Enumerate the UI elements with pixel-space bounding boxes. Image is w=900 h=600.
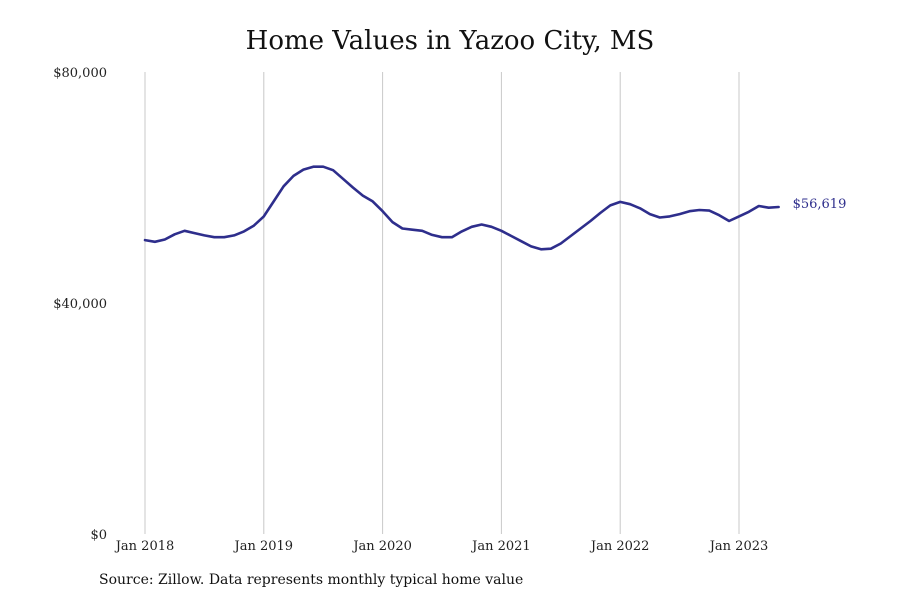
y-tick-label: $40,000 [53, 297, 107, 312]
x-tick-label: Jan 2023 [708, 539, 769, 554]
x-axis-ticks: Jan 2018 Jan 2019 Jan 2020 Jan 2021 Jan 2022… [114, 539, 769, 554]
gridlines [144, 72, 740, 534]
y-axis-ticks: $0 $40,000 $80,000 [53, 66, 107, 543]
source-note: Source: Zillow. Data represents monthly … [99, 572, 524, 588]
y-tick-label: $0 [90, 528, 107, 543]
x-tick-label: Jan 2020 [351, 539, 412, 554]
home-value-line [143, 165, 780, 251]
last-value-label: $56,619 [793, 197, 847, 212]
x-tick-label: Jan 2022 [589, 539, 650, 554]
x-tick-label: Jan 2018 [114, 539, 175, 554]
chart-title: Home Values in Yazoo City, MS [245, 26, 655, 56]
y-tick-label: $80,000 [53, 66, 107, 81]
x-tick-label: Jan 2019 [233, 539, 294, 554]
x-tick-label: Jan 2021 [470, 539, 531, 554]
